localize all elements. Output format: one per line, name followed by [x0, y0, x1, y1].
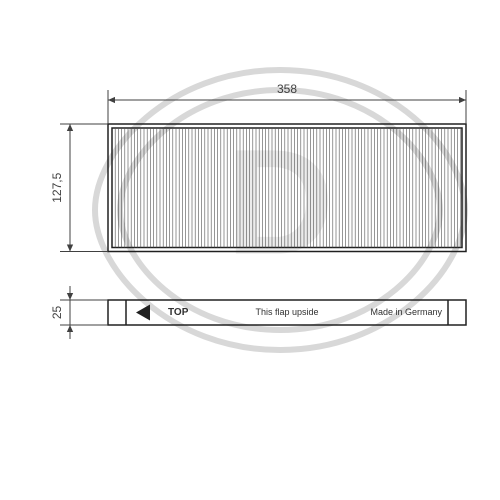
flap-top-label: TOP: [168, 307, 189, 318]
flap-note-label: This flap upside: [255, 307, 318, 317]
dimension-height-value: 127,5: [50, 172, 64, 202]
dimension-flap-value: 25: [50, 306, 64, 320]
dimension-width-value: 358: [277, 82, 297, 96]
flap-direction-arrow: [136, 305, 150, 321]
origin-label: Made in Germany: [370, 307, 442, 317]
svg-text:D: D: [226, 118, 334, 286]
dimension-flap: 25: [50, 286, 108, 339]
